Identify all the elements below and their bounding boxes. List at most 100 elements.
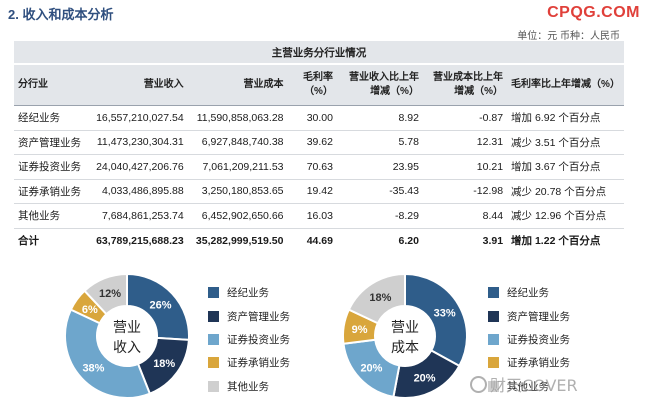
- legend-item: 证券承销业务: [488, 351, 570, 374]
- legend-label: 证券承销业务: [507, 357, 570, 370]
- margin-change-dir: 增加: [511, 235, 533, 247]
- legend-item: 证券投资业务: [488, 328, 570, 351]
- legend-label: 证券投资业务: [507, 333, 570, 346]
- margin-change-unit: 个百分点: [558, 161, 601, 174]
- legend-item: 资产管理业务: [208, 304, 290, 327]
- slice-value-label: 20%: [360, 362, 382, 374]
- col-header-revenue: 营业收入: [91, 64, 188, 106]
- slice-value-label: 26%: [150, 300, 172, 312]
- cell-revenue-change: 23.95: [336, 154, 423, 180]
- donut-hole: [376, 307, 434, 365]
- revenue-legend: 经纪业务 资产管理业务 证券投资业务 证券承销业务 其他业务: [208, 281, 290, 398]
- legend-label: 资产管理业务: [507, 310, 570, 323]
- cell-margin: 44.69: [287, 227, 337, 253]
- cell-margin: 16.03: [287, 203, 337, 229]
- cell-revenue-change: 6.20: [336, 227, 423, 253]
- legend-swatch: [488, 357, 499, 369]
- margin-change-dir: 减少: [511, 210, 533, 223]
- cell-revenue: 63,789,215,688.23: [91, 227, 188, 253]
- legend-item: 资产管理业务: [488, 304, 570, 327]
- cell-margin: 30.00: [287, 105, 337, 131]
- table-row: 证券承销业务 4,033,486,895.88 3,250,180,853.65 19…: [14, 179, 624, 204]
- table-row: 经纪业务 16,557,210,027.54 11,590,858,063.28 30…: [14, 105, 624, 131]
- cell-margin-change: 增加 1.22 个百分点: [507, 227, 624, 253]
- slice-1: [404, 272, 468, 368]
- brand-logo: CPQG.COM: [547, 4, 640, 21]
- segment-table: 主营业务分行业情况 分行业 营业收入 营业成本 毛利率（%） 营业收入比上年增减…: [14, 41, 624, 253]
- cell-cost: 35,282,999,519.50: [187, 227, 288, 253]
- cell-segment: 经纪业务: [14, 105, 92, 131]
- col-header-segment: 分行业: [14, 64, 92, 106]
- slice-value-label: 12%: [99, 288, 121, 300]
- table-row: 资产管理业务 11,473,230,304.31 6,927,848,740.38 3…: [14, 130, 624, 155]
- cell-revenue: 11,473,230,304.31: [91, 130, 188, 155]
- legend-swatch: [488, 333, 499, 345]
- margin-change-dir: 增加: [511, 112, 533, 125]
- cell-cost-change: 3.91: [422, 227, 508, 253]
- watermark: 财天COVER: [470, 372, 578, 396]
- cell-margin: 39.62: [287, 130, 337, 155]
- cost-donut-chart: 33% 20% 20% 9% 18%: [342, 272, 468, 399]
- legend-item: 经纪业务: [208, 281, 290, 304]
- cell-margin: 70.63: [287, 154, 337, 180]
- margin-change-unit: 个百分点: [558, 112, 601, 125]
- margin-change-dir: 减少: [511, 136, 533, 149]
- slice-value-label: 33%: [434, 308, 456, 320]
- slice-value-label: 20%: [414, 373, 436, 385]
- cell-revenue: 7,684,861,253.74: [91, 203, 188, 229]
- margin-change-val: 20.78: [534, 185, 562, 198]
- cell-revenue: 16,557,210,027.54: [91, 105, 188, 131]
- table-row: 证券投资业务 24,040,427,206.76 7,061,209,211.53 7…: [14, 154, 624, 180]
- cell-segment: 资产管理业务: [14, 130, 92, 155]
- revenue-center-line-2: 收入: [113, 339, 141, 355]
- table-row: 其他业务 7,684,861,253.74 6,452,902,650.66 16.0…: [14, 203, 624, 229]
- legend-swatch: [208, 310, 219, 322]
- legend-label: 资产管理业务: [227, 310, 290, 323]
- slice-5: [347, 272, 406, 325]
- cell-revenue-change: 8.92: [336, 105, 423, 131]
- margin-change-unit: 个百分点: [558, 235, 601, 247]
- cell-revenue-change: 5.78: [336, 130, 423, 155]
- cell-cost-change: 10.21: [422, 154, 508, 180]
- legend-label: 证券投资业务: [227, 333, 290, 346]
- col-header-revenue-change: 营业收入比上年增减（%）: [336, 64, 423, 106]
- legend-swatch: [208, 357, 219, 369]
- legend-swatch: [208, 333, 219, 345]
- cell-margin-change: 减少 12.96 个百分点: [507, 203, 624, 229]
- legend-label: 证券承销业务: [227, 357, 290, 370]
- slice-value-label: 6%: [82, 304, 98, 316]
- revenue-donut-chart: 26% 18% 38% 6%12%: [64, 272, 190, 399]
- table-group-header: 主营业务分行业情况: [14, 41, 624, 65]
- cell-segment: 其他业务: [14, 203, 92, 229]
- slice-value-label: 18%: [369, 292, 391, 304]
- margin-change-dir: 减少: [511, 185, 533, 198]
- margin-change-val: 12.96: [534, 210, 562, 223]
- margin-change-dir: 增加: [511, 161, 533, 174]
- cell-margin-change: 减少 3.51 个百分点: [507, 130, 624, 155]
- col-header-margin: 毛利率（%）: [287, 64, 337, 106]
- cell-margin-change: 增加 3.67 个百分点: [507, 154, 624, 180]
- cell-cost: 3,250,180,853.65: [187, 179, 288, 204]
- margin-change-unit: 个百分点: [564, 210, 607, 223]
- legend-swatch: [488, 310, 499, 322]
- cell-revenue-change: -8.29: [336, 203, 423, 229]
- cell-cost: 6,927,848,740.38: [187, 130, 288, 155]
- cost-legend: 经纪业务 资产管理业务 证券投资业务 证券承销业务 其他业务: [488, 281, 570, 398]
- cell-segment: 证券投资业务: [14, 154, 92, 180]
- slice-value-label: 18%: [153, 358, 175, 370]
- slice-3: [64, 308, 152, 399]
- margin-change-val: 1.22: [534, 235, 556, 247]
- table-total-row: 合计 63,789,215,688.23 35,282,999,519.50 44.6…: [14, 227, 624, 253]
- cell-margin-change: 增加 6.92 个百分点: [507, 105, 624, 131]
- margin-change-val: 3.67: [534, 161, 556, 174]
- cell-cost-change: -12.98: [422, 179, 508, 204]
- watermark-text: 财天COVER: [490, 376, 578, 395]
- cell-segment: 证券承销业务: [14, 179, 92, 204]
- cell-revenue-change: -35.43: [336, 179, 423, 204]
- legend-swatch: [208, 380, 219, 392]
- cost-center-line-2: 成本: [391, 339, 419, 355]
- cell-segment: 合计: [14, 227, 92, 253]
- legend-item: 证券承销业务: [208, 351, 290, 374]
- unit-note: 单位：元 币种：人民币: [517, 31, 620, 42]
- revenue-center-line-1: 营业: [113, 319, 141, 335]
